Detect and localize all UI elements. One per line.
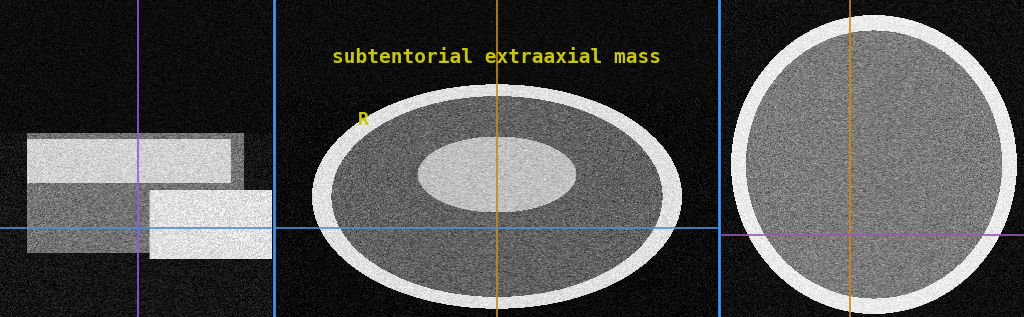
- Text: subtentorial extraaxial mass: subtentorial extraaxial mass: [332, 48, 662, 67]
- Text: R: R: [358, 112, 369, 129]
